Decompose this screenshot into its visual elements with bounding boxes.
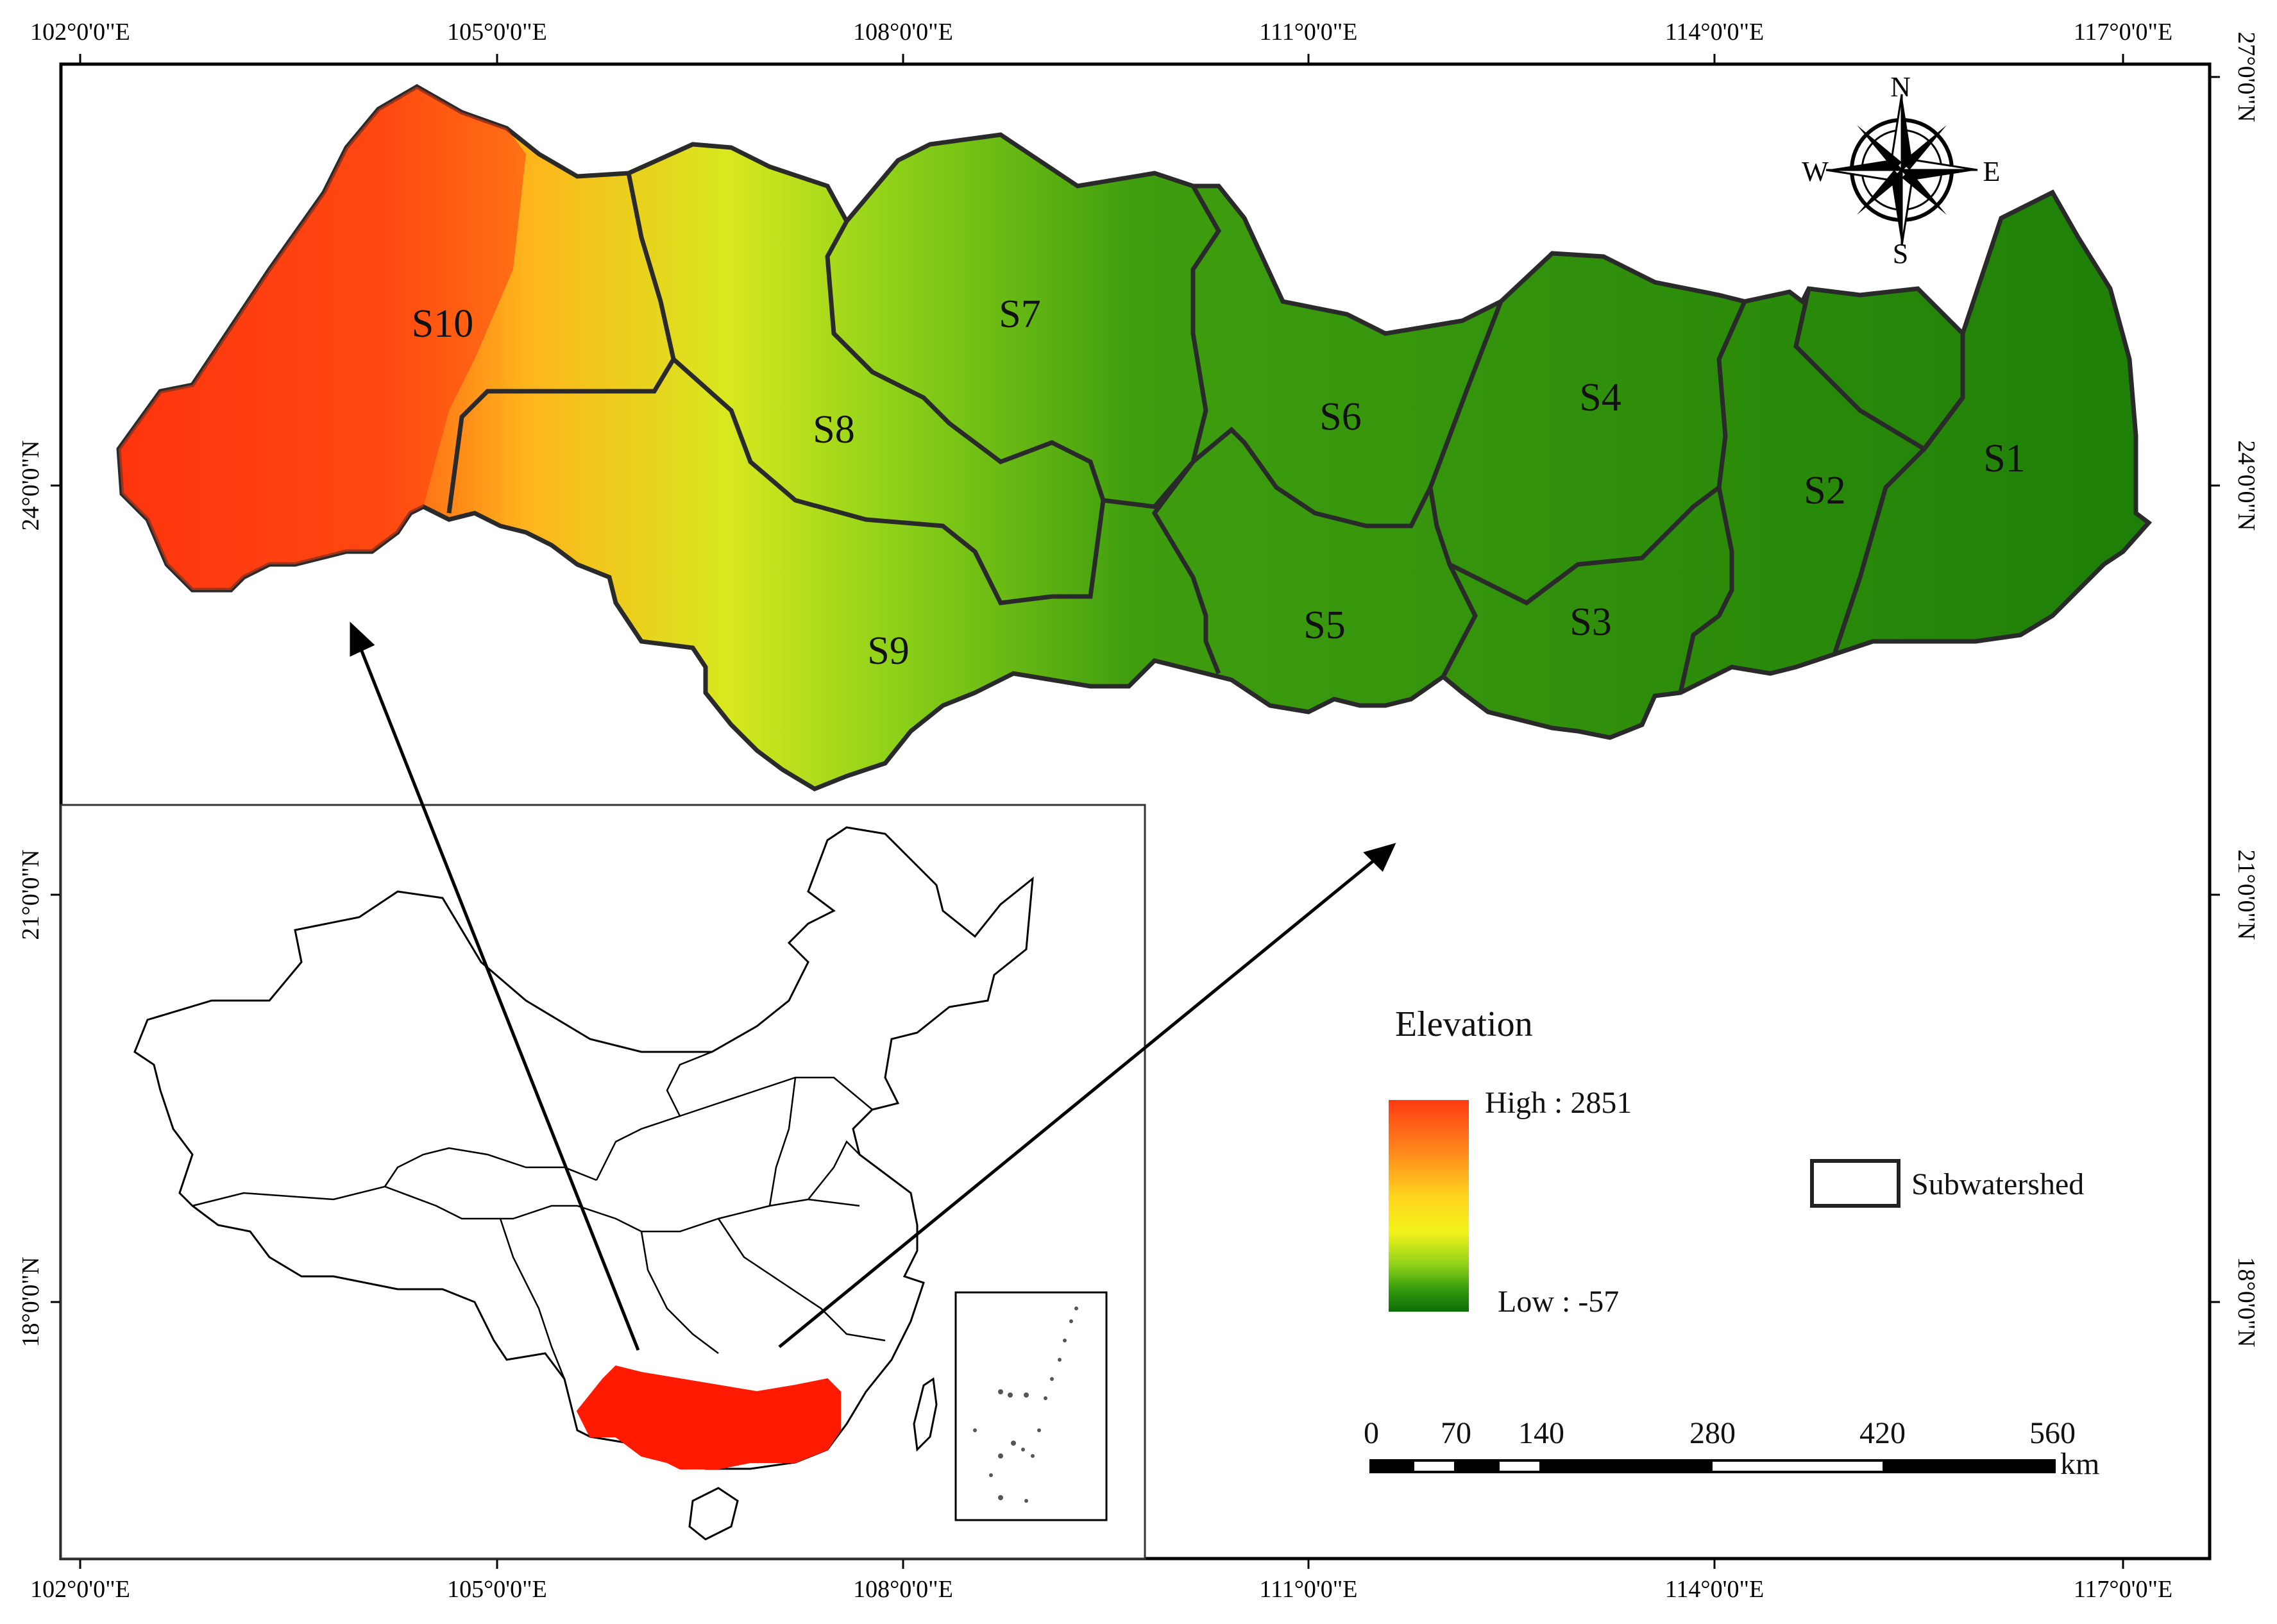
scale-label: 420 xyxy=(1859,1416,1906,1450)
south-china-sea-inset xyxy=(954,1291,1108,1521)
subwatershed-label-s4: S4 xyxy=(1579,376,1621,419)
compass-n: N xyxy=(1890,71,1911,103)
bottom-tick-label: 102°0'0"E xyxy=(30,1576,130,1603)
top-tick-label: 111°0'0"E xyxy=(1260,19,1358,46)
subwatershed-label-s9: S9 xyxy=(867,629,909,673)
top-tick-label: 102°0'0"E xyxy=(30,19,130,46)
right-tick-label: 18°0'0"N xyxy=(2233,1257,2260,1348)
hainan-outline xyxy=(688,1487,739,1541)
subwatershed-label-s6: S6 xyxy=(1319,395,1361,439)
legend-title: Elevation xyxy=(1395,1004,1533,1044)
subwatershed-label-s1: S1 xyxy=(1983,437,2025,480)
subwatershed-label-s10: S10 xyxy=(412,302,473,346)
bottom-tick-label: 117°0'0"E xyxy=(2074,1576,2172,1603)
left-tick-label: 18°0'0"N xyxy=(17,1257,44,1348)
bottom-tick-label: 111°0'0"E xyxy=(1260,1576,1358,1603)
legend-high: High : 2851 xyxy=(1485,1086,1632,1120)
bottom-tick-label: 108°0'0"E xyxy=(853,1576,953,1603)
legend-subwatershed-swatch xyxy=(1810,1159,1900,1208)
right-tick-label: 24°0'0"N xyxy=(2233,441,2260,531)
legend-ramp xyxy=(1389,1100,1469,1312)
bottom-tick-label: 114°0'0"E xyxy=(1665,1576,1764,1603)
bottom-tick-label: 105°0'0"E xyxy=(447,1576,547,1603)
highland-overlay xyxy=(119,87,526,590)
subwatershed-label-s3: S3 xyxy=(1570,600,1611,644)
left-tick-label: 21°0'0"N xyxy=(17,850,44,940)
legend-subwatershed-label: Subwatershed xyxy=(1911,1167,2084,1201)
north-arrow-icon xyxy=(1825,94,1978,246)
right-tick-label: 27°0'0"N xyxy=(2233,32,2260,123)
subwatershed-label-s5: S5 xyxy=(1303,604,1345,647)
legend-low: Low : -57 xyxy=(1498,1285,1619,1319)
scale-bar xyxy=(1369,1459,2056,1473)
taiwan-outline xyxy=(913,1377,938,1452)
province-lines xyxy=(192,1051,886,1380)
top-tick-label: 117°0'0"E xyxy=(2074,19,2172,46)
subwatershed-label-s8: S8 xyxy=(813,408,854,452)
right-tick-label: 21°0'0"N xyxy=(2233,850,2260,940)
graticule-ticks xyxy=(51,54,2220,1569)
top-tick-label: 108°0'0"E xyxy=(853,19,953,46)
compass-w: W xyxy=(1802,156,1829,187)
scale-label: 0 xyxy=(1364,1416,1379,1450)
scale-label: 280 xyxy=(1689,1416,1736,1450)
connector-arrows xyxy=(350,622,1396,1351)
compass-e: E xyxy=(1983,156,2001,187)
subwatershed-label-s2: S2 xyxy=(1804,469,1845,512)
subwatershed-label-s7: S7 xyxy=(999,292,1040,336)
top-tick-label: 105°0'0"E xyxy=(447,19,547,46)
scale-label: 140 xyxy=(1518,1416,1564,1450)
study-area-highlight xyxy=(576,1365,841,1469)
scale-unit: km xyxy=(2060,1447,2099,1481)
top-tick-label: 114°0'0"E xyxy=(1665,19,1764,46)
compass-s: S xyxy=(1893,238,1908,269)
elevation-basin xyxy=(116,83,2153,791)
subwatershed-boundaries xyxy=(446,173,1965,693)
island-dots xyxy=(973,1307,1078,1503)
left-tick-label: 24°0'0"N xyxy=(17,441,44,531)
scale-label: 560 xyxy=(2029,1416,2076,1450)
scale-label: 70 xyxy=(1441,1416,1471,1450)
